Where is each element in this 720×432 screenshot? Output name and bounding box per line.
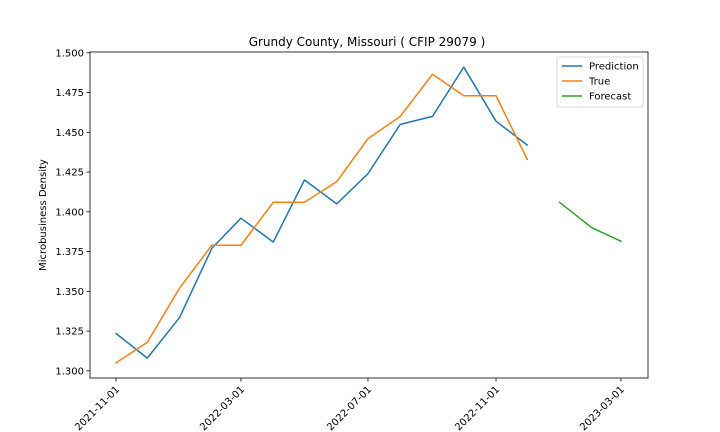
y-tick-label: 1.500 [55, 48, 84, 59]
y-tick-label: 1.325 [55, 327, 84, 338]
legend-label-prediction: Prediction [589, 62, 639, 73]
y-tick-label: 1.450 [55, 128, 84, 139]
y-tick-label: 1.350 [55, 287, 84, 298]
y-tick-label: 1.375 [55, 247, 84, 258]
chart-title: Grundy County, Missouri ( CFIP 29079 ) [249, 35, 486, 49]
series-layer [114, 66, 622, 364]
legend-label-true: True [588, 77, 610, 88]
legend: Prediction True Forecast [556, 56, 644, 108]
y-tick-label: 1.300 [55, 366, 84, 377]
y-tick-label: 1.400 [55, 207, 84, 218]
legend-box [556, 56, 644, 108]
legend-label-forecast: Forecast [589, 92, 631, 103]
plot-area [90, 52, 648, 378]
y-axis-label: Microbusiness Density [38, 159, 49, 271]
series-line-true [114, 73, 529, 364]
series-line-forecast [558, 201, 622, 243]
plot-frame [89, 51, 649, 379]
y-tick-label: 1.475 [55, 88, 84, 99]
y-tick-label: 1.425 [55, 168, 84, 179]
